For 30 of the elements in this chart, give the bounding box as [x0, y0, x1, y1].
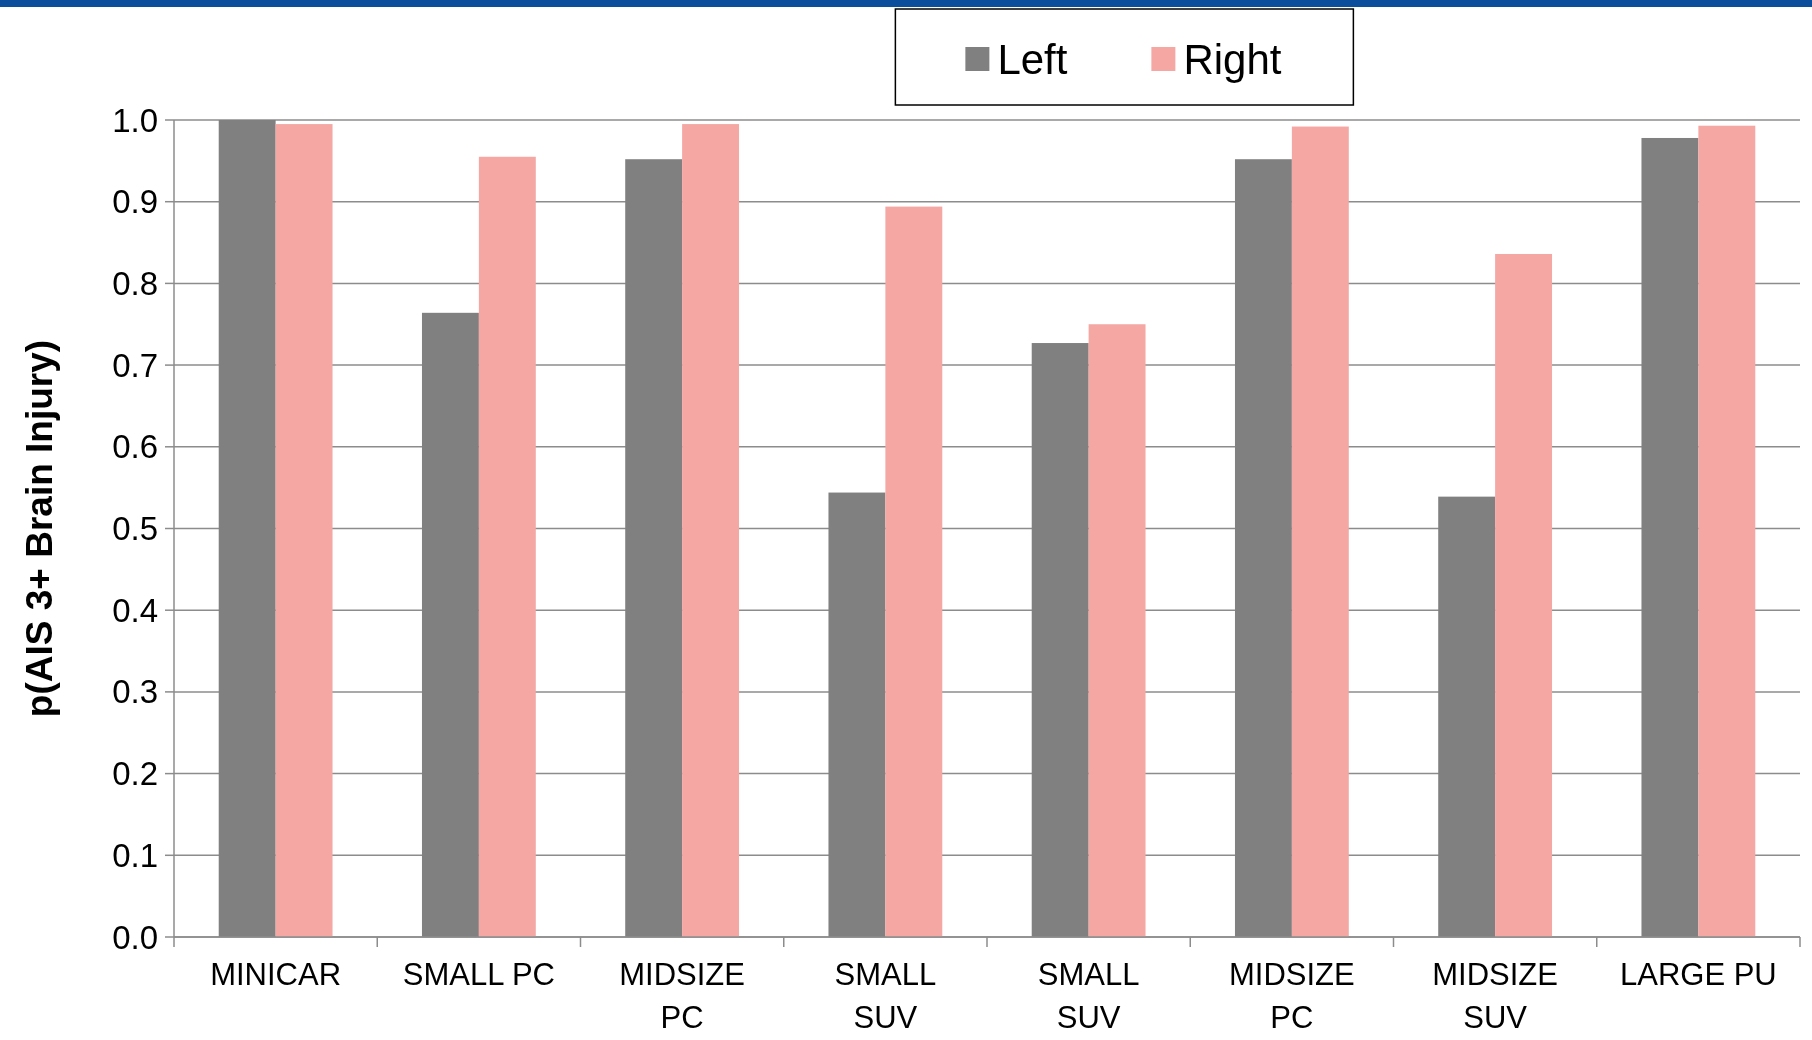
bar	[1088, 324, 1146, 937]
y-tick-label: 1.0	[112, 101, 158, 139]
bar	[885, 206, 943, 937]
y-tick-label: 0.9	[112, 183, 158, 221]
y-tick-label: 0.8	[112, 264, 158, 302]
bar	[275, 124, 333, 937]
y-axis-title: p(AIS 3+ Brain Injury)	[19, 339, 60, 718]
x-tick-label: MIDSIZE SUV	[1432, 957, 1558, 1035]
x-tick-label: SMALL SUV	[834, 957, 937, 1035]
y-tick-label: 0.3	[112, 673, 158, 711]
y-tick-label: 0.6	[112, 428, 158, 466]
y-tick-label: 0.4	[112, 591, 158, 629]
legend-label: Left	[997, 35, 1068, 83]
bar	[478, 156, 536, 937]
y-tick-label: 0.2	[112, 755, 158, 793]
bar	[1291, 126, 1349, 937]
y-tick-label: 0.0	[112, 918, 158, 956]
x-tick-label: LARGE PU	[1619, 957, 1777, 992]
bar	[1698, 125, 1756, 937]
x-tick-label: MIDSIZE PC	[1229, 957, 1355, 1035]
x-tick-label: MIDSIZE PC	[619, 957, 745, 1035]
x-tick-label: SMALL PC	[402, 957, 555, 992]
bar	[682, 124, 740, 937]
x-tick-label: MINICAR	[210, 957, 342, 992]
y-tick-label: 0.1	[112, 836, 158, 874]
bar	[1495, 253, 1553, 937]
y-tick-label: 0.5	[112, 510, 158, 548]
x-tick-label: SMALL SUV	[1037, 957, 1140, 1035]
y-tick-label: 0.7	[112, 346, 158, 384]
legend-label: Right	[1183, 35, 1282, 83]
